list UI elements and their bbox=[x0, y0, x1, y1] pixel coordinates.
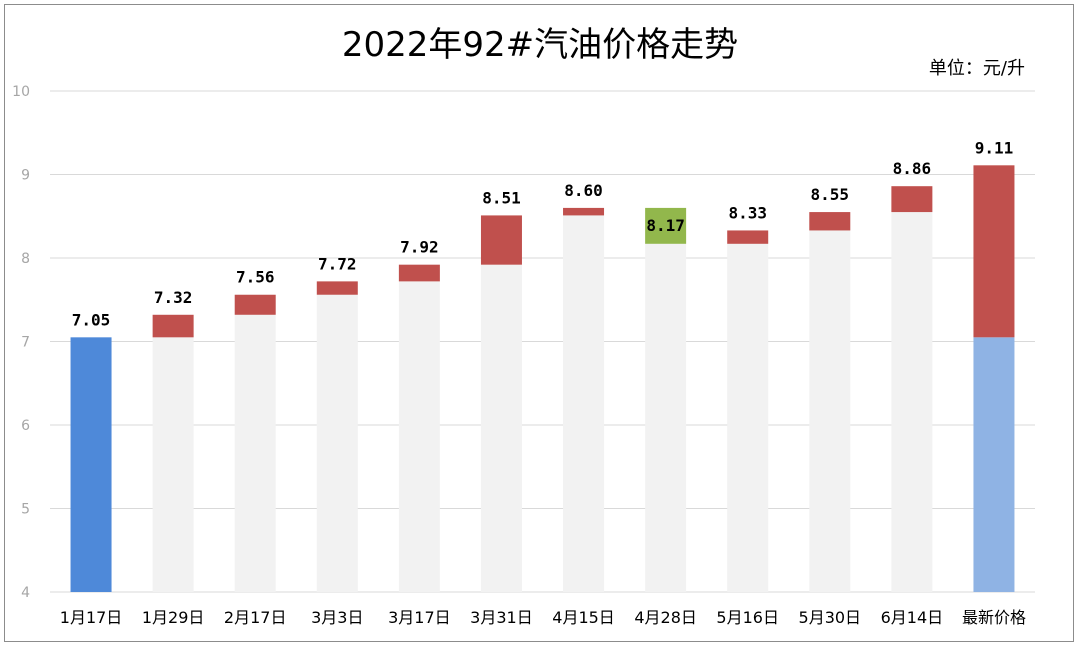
y-axis-ticks: 4 5 6 7 8 9 10 bbox=[12, 84, 30, 601]
data-label-3: 7.72 bbox=[318, 254, 357, 273]
data-label-2: 7.56 bbox=[236, 268, 275, 287]
chart-title: 2022年92#汽油价格走势 bbox=[342, 25, 738, 65]
bar-base-3 bbox=[316, 294, 358, 592]
bar-base-10 bbox=[891, 212, 933, 592]
x-tick-label-9: 5月30日 bbox=[799, 608, 862, 627]
bar-increase-4 bbox=[398, 264, 440, 282]
bar-increase-10 bbox=[891, 186, 933, 213]
data-label-7: 8.17 bbox=[646, 216, 685, 235]
bar-base-2 bbox=[234, 314, 276, 592]
data-label-11: 9.11 bbox=[975, 138, 1014, 157]
bar-increase-9 bbox=[809, 212, 851, 231]
data-label-10: 8.86 bbox=[893, 159, 932, 178]
bar-increase-6 bbox=[563, 207, 605, 216]
x-tick-label-6: 4月15日 bbox=[552, 608, 615, 627]
bar-base-8 bbox=[727, 243, 769, 592]
x-tick-label-1: 1月29日 bbox=[142, 608, 205, 627]
x-tick-label-7: 4月28日 bbox=[634, 608, 697, 627]
bar-decrease-7 bbox=[645, 207, 687, 244]
x-tick-label-8: 5月16日 bbox=[716, 608, 779, 627]
bar-increase-8 bbox=[727, 230, 769, 244]
y-tick-label-7: 7 bbox=[21, 335, 30, 351]
data-label-5: 8.51 bbox=[482, 188, 521, 207]
data-label-6: 8.60 bbox=[564, 181, 603, 200]
y-tick-label-4: 4 bbox=[21, 585, 30, 601]
x-tick-label-10: 6月14日 bbox=[881, 608, 944, 627]
x-tick-label-5: 3月31日 bbox=[470, 608, 533, 627]
x-tick-label-4: 3月17日 bbox=[388, 608, 451, 627]
bar-increase-3 bbox=[316, 281, 358, 295]
x-axis-ticks: 1月17日 1月29日 2月17日 3月3日 3月17日 3月31日 4月15日 4月28日 5… bbox=[60, 608, 1026, 627]
bar-base-6 bbox=[563, 215, 605, 593]
x-tick-label-11: 最新价格 bbox=[962, 608, 1026, 627]
bar-final-change bbox=[973, 165, 1015, 338]
data-label-0: 7.05 bbox=[72, 310, 111, 329]
x-tick-label-0: 1月17日 bbox=[60, 608, 123, 627]
bar-base-9 bbox=[809, 230, 851, 592]
y-tick-label-6: 6 bbox=[21, 418, 30, 434]
bar-increase-2 bbox=[234, 294, 276, 315]
y-tick-label-9: 9 bbox=[21, 168, 30, 184]
bar-base-4 bbox=[398, 281, 440, 592]
bar-increase-1 bbox=[152, 314, 194, 338]
data-label-9: 8.55 bbox=[811, 185, 850, 204]
bar-increase-5 bbox=[480, 215, 522, 265]
bar-start bbox=[70, 337, 112, 592]
bar-final-base bbox=[973, 337, 1015, 592]
unit-label: 单位：元/升 bbox=[929, 58, 1025, 79]
x-tick-label-3: 3月3日 bbox=[311, 608, 363, 627]
bar-base-5 bbox=[480, 264, 522, 592]
bars bbox=[70, 165, 1015, 593]
data-labels: 7.05 7.32 7.56 7.72 7.92 8.51 8.60 8.17 8.33 8.55… bbox=[72, 138, 1013, 329]
data-label-1: 7.32 bbox=[154, 288, 193, 307]
y-tick-label-8: 8 bbox=[21, 251, 30, 267]
data-label-4: 7.92 bbox=[400, 238, 439, 257]
x-tick-label-2: 2月17日 bbox=[224, 608, 287, 627]
y-tick-label-5: 5 bbox=[21, 502, 30, 518]
y-tick-label-10: 10 bbox=[12, 84, 30, 100]
gridlines bbox=[50, 90, 1035, 593]
bar-base-1 bbox=[152, 337, 194, 592]
data-label-8: 8.33 bbox=[728, 203, 767, 222]
bar-base-7 bbox=[645, 243, 687, 592]
